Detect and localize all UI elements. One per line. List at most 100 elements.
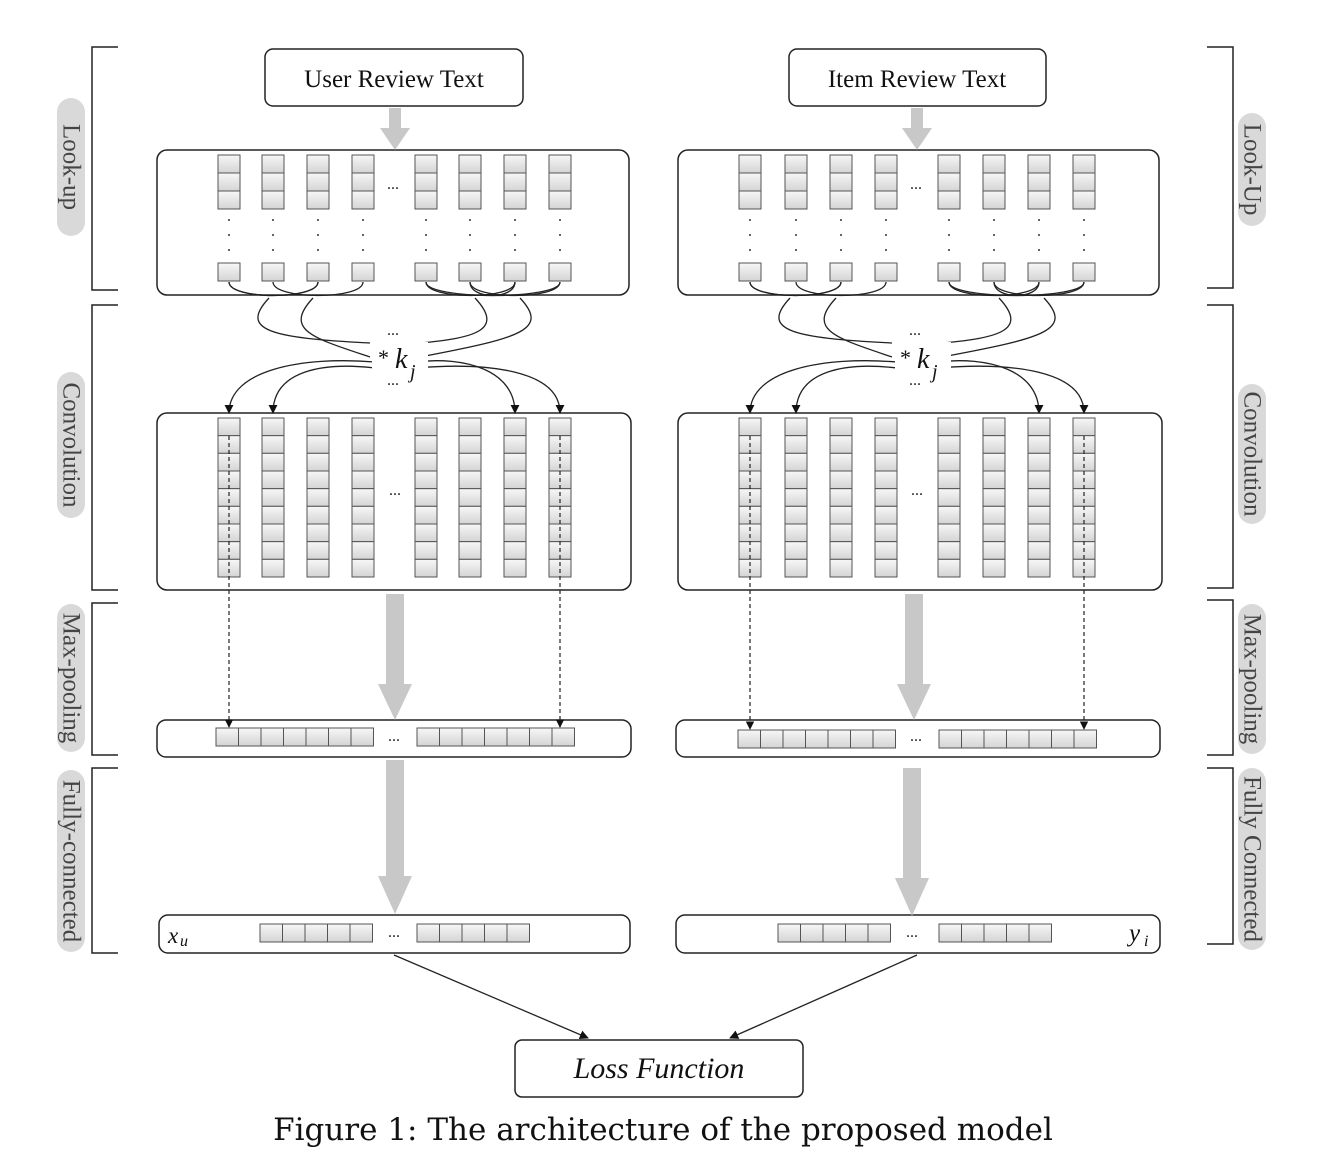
feature-cell [982, 435, 1006, 454]
embedding-cell [503, 172, 527, 192]
user-pooled-left [215, 727, 374, 747]
embedding-cell [548, 172, 572, 192]
vertical-dot [1038, 234, 1040, 236]
feature-cell [503, 541, 527, 560]
vector-cell [777, 923, 801, 943]
vertical-dot [425, 249, 427, 251]
user-crossing-wire [272, 281, 364, 297]
embedding-cell-last [217, 262, 241, 282]
embedding-cell-last [1027, 262, 1051, 282]
side-label-pill [1238, 384, 1266, 524]
side-label-left-2: Max-pooling [57, 604, 85, 752]
feature-cell [874, 488, 898, 507]
feature-cell [1027, 435, 1051, 454]
vector-cell [349, 923, 373, 943]
user-feature-map-column [458, 417, 482, 578]
feature-cell [548, 523, 572, 543]
item-merge-wire [941, 297, 1056, 358]
feature-cell [351, 505, 375, 525]
embedding-cell-last [874, 262, 898, 282]
embedding-cell-last [1072, 262, 1096, 282]
item-kernel: k [917, 344, 930, 375]
bracket-maxpool-left [91, 602, 118, 756]
figure-caption: Figure 1: The architecture of the propos… [273, 1112, 1053, 1148]
side-label-text: Max-pooling [58, 613, 85, 744]
vertical-dot [1083, 234, 1085, 236]
vector-cell [461, 727, 485, 747]
vector-cell [1006, 729, 1030, 749]
item-to-loss-line [729, 954, 918, 1039]
embedding-cell [982, 190, 1006, 210]
user-lookup-column [548, 154, 572, 282]
user-crossing-wire [228, 281, 319, 297]
item-feature-map-column [1072, 417, 1096, 578]
side-label-left-1: Convolution [57, 372, 85, 518]
side-label-text: Convolution [1239, 391, 1266, 517]
feature-cell [1027, 417, 1051, 437]
user-output-var: x u [167, 923, 188, 950]
user-to-loss-line [393, 954, 589, 1039]
side-label-right-2: Max-pooling [1238, 604, 1266, 754]
feature-cell [503, 488, 527, 507]
feature-cell [874, 558, 898, 578]
side-label-right-3: Fully Connected [1238, 768, 1266, 950]
feature-cell [503, 523, 527, 543]
side-label-text: Look-up [58, 124, 85, 210]
feature-cell [784, 541, 808, 560]
vertical-dot [885, 219, 887, 221]
feature-cell [937, 505, 961, 525]
user-merge-wire [419, 297, 488, 344]
item-conv-operator: * k j [895, 342, 951, 383]
item-merge-wire [941, 297, 1012, 344]
vector-cell [260, 727, 284, 747]
feature-cell [351, 558, 375, 578]
feature-cell [784, 435, 808, 454]
side-label-text: Convolution [58, 382, 85, 508]
vertical-dot [425, 219, 427, 221]
feature-cell [982, 488, 1006, 507]
feature-cell [548, 558, 572, 578]
feature-cell [874, 435, 898, 454]
embedding-cell [829, 172, 853, 192]
feature-cell [784, 523, 808, 543]
feature-cell [784, 452, 808, 472]
feature-cell [458, 558, 482, 578]
feature-cell [1072, 523, 1096, 543]
feature-cell [261, 470, 285, 490]
vector-cell [938, 923, 962, 943]
feature-cell [414, 523, 438, 543]
feature-cell [351, 541, 375, 560]
vertical-dot [795, 234, 797, 236]
feature-cell [503, 417, 527, 437]
side-label-left-0: Look-up [57, 98, 85, 236]
embedding-cell-last [306, 262, 330, 282]
feature-cell [261, 417, 285, 437]
embedding-cell [937, 172, 961, 192]
embedding-cell-last [458, 262, 482, 282]
embedding-cell [1027, 172, 1051, 192]
vertical-dot [993, 234, 995, 236]
ellipses: ... ... ... ... ... ... ... ... ... ... … [387, 176, 923, 941]
user-lookup-column [261, 154, 285, 282]
embedding-cell-last [414, 262, 438, 282]
item-fc-right [938, 923, 1052, 943]
stage-brackets [91, 46, 1234, 954]
item-crossing-wire [948, 281, 1040, 297]
feature-cell [784, 470, 808, 490]
feature-cell [1027, 541, 1051, 560]
vertical-dot [228, 219, 230, 221]
vector-cell [800, 923, 824, 943]
feature-cell [1072, 488, 1096, 507]
vertical-dot [840, 219, 842, 221]
item-merge-wire [778, 297, 893, 344]
embedding-cell [261, 190, 285, 210]
embedding-cell [217, 154, 241, 174]
user-lookup-column [306, 154, 330, 282]
embedding-cell [414, 172, 438, 192]
user-lookup-column [458, 154, 482, 282]
vertical-dot [1038, 219, 1040, 221]
embedding-cell [829, 190, 853, 210]
item-lookup-column [1027, 154, 1051, 282]
vector-cell [822, 923, 846, 943]
item-pooled-right [938, 729, 1097, 749]
